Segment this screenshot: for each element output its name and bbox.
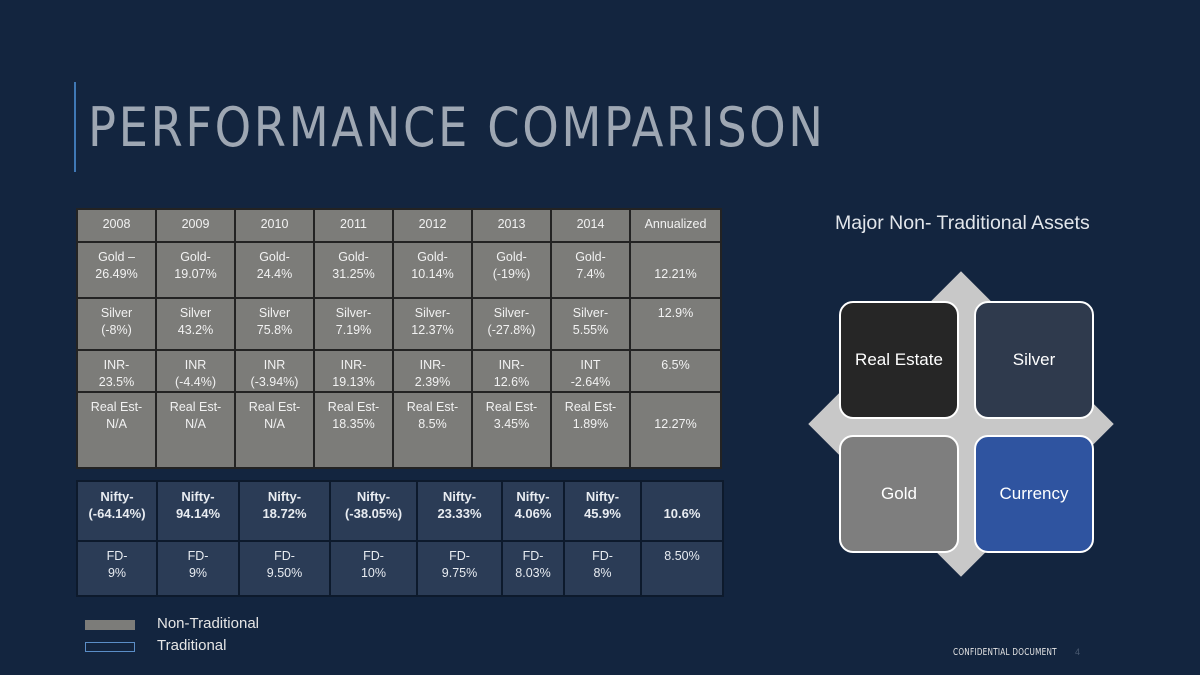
table-cell: Silver- (-27.8%) (471, 297, 552, 351)
table-cell: 12.27% (629, 391, 722, 469)
header-cell: Annualized (629, 208, 722, 243)
table-row-fd: FD- 9% FD- 9% FD- 9.50% FD- 10% FD- 9.75… (76, 540, 724, 597)
traditional-table: Nifty- (-64.14%) Nifty- 94.14% Nifty- 18… (76, 480, 724, 597)
table-cell: 6.5% (629, 349, 722, 393)
table-cell: FD- 9.50% (238, 540, 331, 597)
page-number: 4 (1075, 647, 1081, 657)
table-cell: INR (-4.4%) (155, 349, 236, 393)
table-cell: INT -2.64% (550, 349, 631, 393)
header-cell: 2014 (550, 208, 631, 243)
table-cell: FD- 9.75% (416, 540, 503, 597)
assets-section-title: Major Non- Traditional Assets (835, 212, 1090, 234)
asset-box-currency: Currency (974, 435, 1094, 553)
table-cell: INR- 12.6% (471, 349, 552, 393)
table-cell: Real Est- N/A (155, 391, 236, 469)
table-cell: Nifty- 23.33% (416, 480, 503, 542)
table-cell: Gold- 10.14% (392, 241, 473, 299)
table-cell: FD- 9% (156, 540, 240, 597)
table-cell: Silver 43.2% (155, 297, 236, 351)
header-cell: 2008 (76, 208, 157, 243)
table-cell: Gold – 26.49% (76, 241, 157, 299)
legend-swatch-traditional (85, 642, 135, 652)
table-cell: Real Est- N/A (234, 391, 315, 469)
table-cell: INR- 2.39% (392, 349, 473, 393)
table-row-real-estate: Real Est- N/A Real Est- N/A Real Est- N/… (76, 391, 722, 469)
table-cell: Gold- 19.07% (155, 241, 236, 299)
asset-box-silver: Silver (974, 301, 1094, 419)
table-cell: FD- 10% (329, 540, 418, 597)
table-cell: Silver- 12.37% (392, 297, 473, 351)
confidential-footer: CONFIDENTIAL DOCUMENT (953, 647, 1057, 658)
table-cell: FD- 8.03% (501, 540, 565, 597)
table-cell: Real Est- 3.45% (471, 391, 552, 469)
table-row-gold: Gold – 26.49% Gold- 19.07% Gold- 24.4% G… (76, 241, 722, 299)
table-cell: 8.50% (640, 540, 724, 597)
table-cell: 10.6% (640, 480, 724, 542)
title-accent-bar (74, 82, 76, 172)
table-row-silver: Silver (-8%) Silver 43.2% Silver 75.8% S… (76, 297, 722, 351)
table-cell: Real Est- 1.89% (550, 391, 631, 469)
table-cell: Nifty- 94.14% (156, 480, 240, 542)
legend-label-traditional: Traditional (157, 637, 227, 654)
legend-label-non-traditional: Non-Traditional (157, 615, 259, 632)
table-cell: Gold- 24.4% (234, 241, 315, 299)
table-cell: INR (-3.94%) (234, 349, 315, 393)
non-traditional-table: 2008 2009 2010 2011 2012 2013 2014 Annua… (76, 208, 722, 469)
table-cell: Nifty- 45.9% (563, 480, 642, 542)
table-cell: Gold- (-19%) (471, 241, 552, 299)
asset-box-real-estate: Real Estate (839, 301, 959, 419)
table-cell: Real Est- 18.35% (313, 391, 394, 469)
table-cell: 12.9% (629, 297, 722, 351)
legend-swatch-non-traditional (85, 620, 135, 630)
table-row-inr: INR- 23.5% INR (-4.4%) INR (-3.94%) INR-… (76, 349, 722, 393)
table-row-nifty: Nifty- (-64.14%) Nifty- 94.14% Nifty- 18… (76, 480, 724, 542)
table-cell: Real Est- N/A (76, 391, 157, 469)
asset-box-gold: Gold (839, 435, 959, 553)
table-cell: Nifty- 18.72% (238, 480, 331, 542)
header-cell: 2009 (155, 208, 236, 243)
table-cell: Silver (-8%) (76, 297, 157, 351)
table-cell: INR- 23.5% (76, 349, 157, 393)
table-cell: FD- 8% (563, 540, 642, 597)
table-cell: INR- 19.13% (313, 349, 394, 393)
header-cell: 2011 (313, 208, 394, 243)
table-cell: Silver- 7.19% (313, 297, 394, 351)
table-cell: Gold- 7.4% (550, 241, 631, 299)
table-cell: Nifty- (-38.05%) (329, 480, 418, 542)
table-cell: Gold- 31.25% (313, 241, 394, 299)
header-cell: 2012 (392, 208, 473, 243)
table-cell: Silver- 5.55% (550, 297, 631, 351)
table-cell: Nifty- (-64.14%) (76, 480, 158, 542)
header-row: 2008 2009 2010 2011 2012 2013 2014 Annua… (76, 208, 722, 243)
table-cell: FD- 9% (76, 540, 158, 597)
page-title: PERFORMANCE COMPARISON (88, 96, 826, 159)
header-cell: 2010 (234, 208, 315, 243)
table-cell: Real Est- 8.5% (392, 391, 473, 469)
header-cell: 2013 (471, 208, 552, 243)
table-cell: 12.21% (629, 241, 722, 299)
table-cell: Silver 75.8% (234, 297, 315, 351)
table-cell: Nifty- 4.06% (501, 480, 565, 542)
